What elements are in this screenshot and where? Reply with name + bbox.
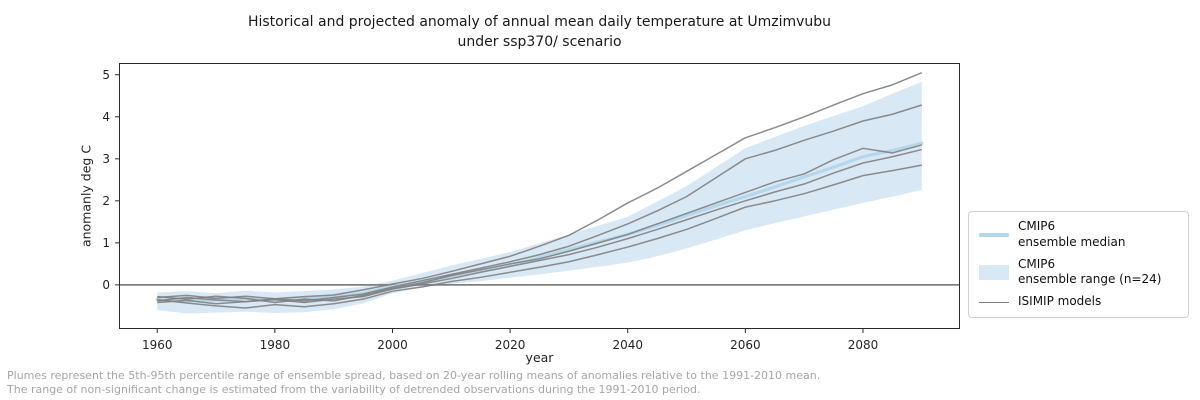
y-tick-label: 3 [102,152,110,166]
plot-border [119,63,960,329]
footnote-line-2: The range of non-significant change is e… [7,383,701,397]
x-tick-label: 1980 [260,338,291,352]
x-tick-label: 2040 [612,338,643,352]
cmip6-median-line-swatch-icon [979,232,1009,237]
isimip-model-line-3 [157,144,922,304]
legend-entry-isimip: ISIMIP models [979,294,1178,310]
isimip-model-line-5 [157,164,922,309]
isimip-line-swatch-icon [979,301,1009,303]
x-axis-label: year [525,350,554,365]
y-tick-label: 5 [102,68,110,82]
x-tick-label: 2000 [377,338,408,352]
legend-label: CMIP6 ensemble range (n=24) [1018,256,1162,287]
y-axis-label: anomanly deg C [78,144,94,248]
isimip-model-line-4 [157,148,922,305]
y-tick-label: 2 [102,194,110,208]
footnote: Plumes represent the 5th-95th percentile… [7,369,820,398]
x-tick-label: 2020 [495,338,526,352]
legend-label: CMIP6 ensemble median [1018,219,1126,249]
isimip-model-line-2 [157,104,922,303]
y-tick-label: 1 [102,236,110,250]
isimip-model-line-1 [157,71,923,300]
legend-entry-cmip6-median: CMIP6 ensemble median [979,219,1178,251]
chart-title: Historical and projected anomaly of annu… [247,14,832,50]
legend: CMIP6 ensemble median CMIP6 ensemble ran… [968,211,1189,319]
footnote-line-1: Plumes represent the 5th-95th percentile… [7,369,821,382]
legend-label: ISIMIP models [1018,294,1102,309]
x-tick-label: 1960 [142,338,173,352]
cmip6-range-patch-swatch-icon [979,264,1009,280]
legend-entry-cmip6-range: CMIP6 ensemble range (n=24) [979,257,1178,289]
plot-area: 1960 1980 2000 2020 2040 2060 2080 0 1 2 3 4 5 [102,63,960,352]
y-tick-label: 4 [102,110,110,124]
x-tick-label: 2080 [848,338,879,352]
cmip6-ensemble-range-band [157,81,922,314]
x-tick-label: 2060 [730,338,761,352]
y-tick-label: 0 [102,278,110,292]
